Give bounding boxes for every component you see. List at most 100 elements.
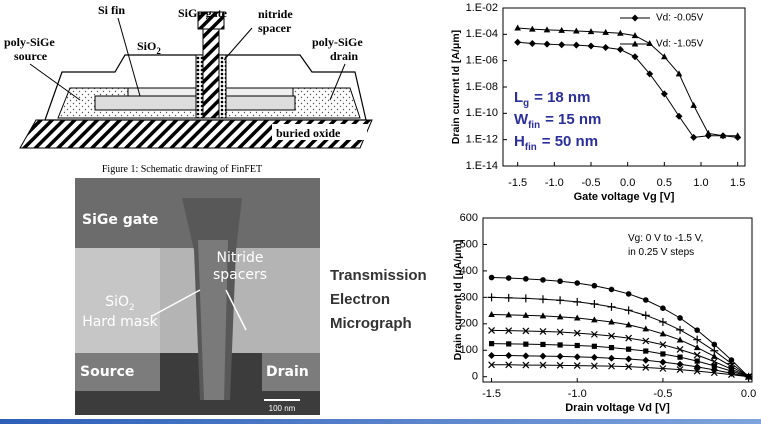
x-tick-label: 1.5 — [730, 177, 745, 189]
annotation: Hfin= 50 nm — [514, 133, 598, 153]
marker — [575, 343, 580, 348]
tem-source-label: Source — [80, 364, 134, 380]
annotation: Wfin= 15 nm — [514, 111, 601, 131]
x-tick-label: -0.5 — [653, 388, 672, 400]
tem-nitride-label: Nitride — [217, 250, 264, 266]
marker — [488, 293, 496, 301]
chart: 0100200300400500600-1.5-1.0-0.50.0Drain … — [452, 212, 756, 414]
marker — [694, 352, 700, 358]
marker — [514, 39, 521, 46]
si-fin-label: Si fin — [98, 3, 125, 17]
slide: Si fin SiGe gate nitride spacer poly-SiG… — [0, 0, 761, 424]
marker — [632, 15, 639, 22]
x-tick-label: 0.0 — [741, 388, 756, 400]
x-tick-label: 0.0 — [620, 177, 635, 189]
marker — [609, 287, 615, 293]
marker — [608, 303, 616, 311]
sige-gate-label: SiGe gate — [178, 6, 228, 20]
x-axis-label: Gate voltage Vg [V] — [574, 191, 675, 203]
marker — [602, 44, 609, 51]
marker — [574, 280, 580, 286]
marker — [488, 311, 495, 317]
marker — [626, 291, 632, 297]
marker — [556, 296, 564, 304]
marker — [705, 130, 712, 136]
marker — [558, 41, 565, 48]
annotation-value: = 50 nm — [542, 133, 598, 150]
marker — [626, 347, 631, 352]
marker — [573, 298, 581, 306]
marker — [642, 311, 650, 319]
si-fin-shape — [95, 96, 295, 110]
marker — [506, 275, 512, 281]
series-line — [492, 315, 749, 377]
marker — [539, 353, 546, 360]
tem-spacers-label: spacers — [213, 267, 267, 283]
tem-hardmask-label: Hard mask — [82, 314, 158, 330]
y-tick-label: 600 — [460, 212, 478, 224]
marker — [643, 297, 649, 303]
marker — [643, 348, 648, 353]
micrograph: SiGe gate Nitride spacers SiO2 Hard mask… — [75, 178, 320, 415]
series-line — [492, 365, 749, 377]
marker — [659, 318, 667, 326]
sio2-text: SiO — [105, 294, 129, 310]
marker — [489, 275, 495, 281]
annotation-subscript: fin — [528, 120, 540, 131]
x-axis-label: Drain voltage Vd [V] — [565, 402, 670, 414]
y-tick-label: 0 — [472, 371, 478, 383]
marker — [558, 342, 563, 347]
x-tick-label: -0.5 — [582, 177, 601, 189]
annotation-subscript: g — [523, 98, 529, 109]
x-tick-label: 1.0 — [693, 177, 708, 189]
tem-gate-label: SiGe gate — [82, 212, 158, 228]
poly-sige-label: poly-SiGe — [4, 35, 55, 49]
y-tick-label: 1.E-08 — [466, 81, 498, 93]
marker — [659, 359, 666, 366]
series-line — [492, 278, 749, 377]
sio2-text: SiO — [137, 39, 156, 53]
y-tick-label: 1.E-04 — [466, 28, 498, 40]
marker — [522, 352, 529, 359]
buried-oxide-label: buried oxide — [276, 126, 341, 140]
schematic: Si fin SiGe gate nitride spacer poly-SiG… — [4, 3, 372, 175]
subscript: 2 — [156, 46, 161, 56]
source-label: source — [14, 49, 48, 63]
x-tick-label: -1.5 — [482, 388, 501, 400]
y-axis-label: Drain current Id [μA/μm] — [452, 240, 464, 361]
scale-bar-label: 100 nm — [269, 404, 296, 413]
marker — [529, 40, 536, 47]
marker — [661, 90, 668, 97]
y-tick-label: 1.E-02 — [466, 2, 498, 14]
x-tick-label: 0.5 — [657, 177, 672, 189]
marker — [677, 346, 683, 352]
annotation: in 0.25 V steps — [628, 247, 694, 258]
marker — [557, 353, 564, 360]
marker — [522, 294, 530, 302]
tem-drain-label: Drain — [266, 364, 309, 380]
side-text: Electron — [330, 291, 390, 308]
annotation-symbol: L — [514, 89, 523, 106]
annotation: Vg: 0 V to -1.5 V, — [628, 233, 703, 244]
y-tick-label: 1.E-12 — [466, 134, 498, 146]
subscript: 2 — [129, 303, 135, 313]
y-axis-label: Drain current Id [A/μm] — [450, 30, 462, 144]
marker — [505, 294, 513, 302]
marker — [690, 134, 697, 141]
marker — [488, 352, 495, 359]
marker — [676, 113, 683, 120]
marker — [677, 315, 683, 321]
marker — [592, 283, 598, 289]
marker — [489, 341, 494, 346]
spacer-label: spacer — [258, 21, 292, 35]
marker — [625, 306, 633, 314]
marker — [523, 342, 528, 347]
marker — [514, 25, 521, 31]
charts: 1.E-021.E-041.E-061.E-081.E-101.E-121.E-… — [450, 2, 756, 414]
legend-label: Vd: -0.05V — [656, 13, 704, 24]
annotation: Lg= 18 nm — [514, 89, 590, 109]
marker — [660, 305, 666, 311]
marker — [590, 300, 598, 308]
marker — [711, 353, 718, 359]
marker — [505, 352, 512, 359]
